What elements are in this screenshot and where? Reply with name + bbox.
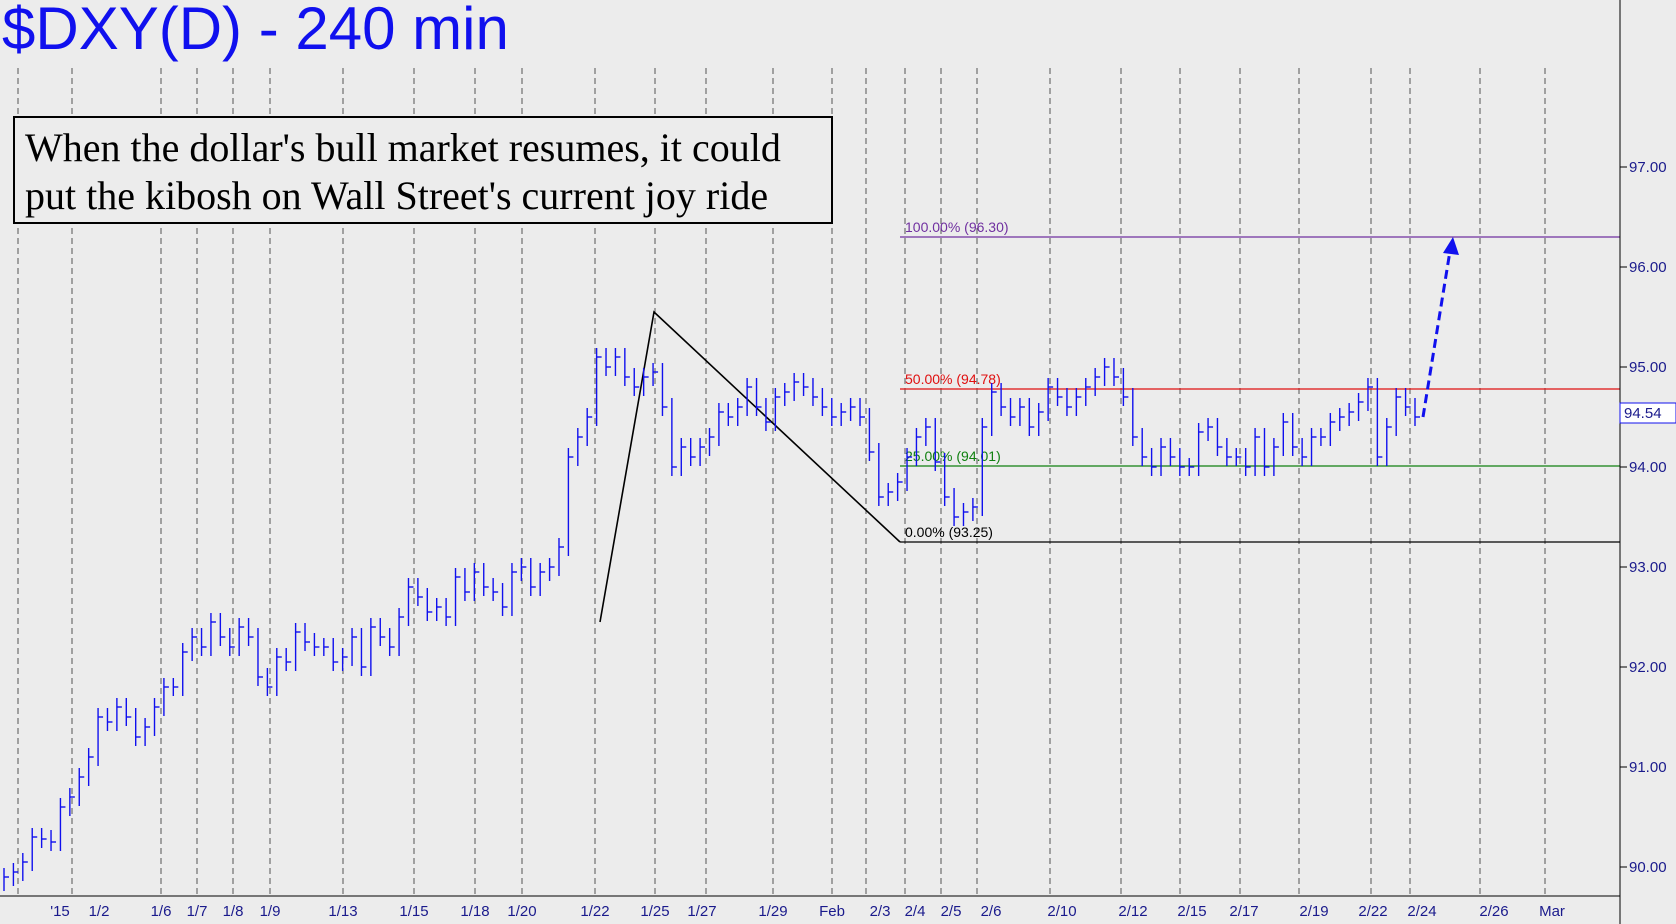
fib-label: 0.00% (93.25) <box>905 524 993 540</box>
x-tick-label: 2/4 <box>905 903 926 920</box>
abc-pattern-line <box>599 310 901 623</box>
annotation-text: When the dollar's bull market resumes, i… <box>25 125 781 218</box>
y-tick-label: 92.00 <box>1629 659 1667 676</box>
x-tick-label: Feb <box>819 903 845 920</box>
x-tick-label: 2/17 <box>1229 903 1258 920</box>
x-tick-label: 1/20 <box>507 903 536 920</box>
x-tick-label: 1/25 <box>640 903 669 920</box>
y-tick-label: 93.00 <box>1629 559 1667 576</box>
grid-lines <box>17 68 1546 896</box>
last-price-box <box>1619 402 1676 424</box>
fib-label: 50.00% (94.78) <box>905 371 1001 387</box>
x-tick-label: 2/6 <box>981 903 1002 920</box>
y-tick-label: 91.00 <box>1629 759 1667 776</box>
projection-line <box>1421 250 1452 418</box>
price-bars <box>3 348 1420 891</box>
x-tick-label: 1/6 <box>151 903 172 920</box>
x-tick-label: 1/22 <box>580 903 609 920</box>
x-tick-label: 1/29 <box>758 903 787 920</box>
fib-levels: 100.00% (96.30) 50.00% (94.78) 25.00% (94.… <box>900 219 1620 543</box>
annotation-box: When the dollar's bull market resumes, i… <box>13 116 833 224</box>
x-tick-label: 2/5 <box>941 903 962 920</box>
x-axis-ticks: '15 1/2 1/6 1/7 1/8 1/9 1/13 1/15 1/18 1/20 1/22 1/… <box>50 903 1565 920</box>
y-tick-label: 97.00 <box>1629 159 1667 176</box>
chart-title: $DXY(D) - 240 min <box>2 0 509 62</box>
x-tick-label: 2/24 <box>1407 903 1436 920</box>
y-tick-label: 96.00 <box>1629 259 1667 276</box>
projection-arrowhead <box>1443 237 1459 255</box>
last-price-tag: 94.54 <box>1619 402 1676 424</box>
x-tick-label: Mar <box>1539 903 1565 920</box>
y-axis-ticks: 90.00 91.00 92.00 93.00 94.00 95.00 96.00 97.00 <box>1620 159 1667 876</box>
x-tick-label: 1/7 <box>187 903 208 920</box>
x-tick-label: 1/13 <box>328 903 357 920</box>
fib-label: 25.00% (94.01) <box>905 448 1001 464</box>
x-tick-label: '15 <box>50 903 70 920</box>
pattern-lines <box>599 310 901 623</box>
x-tick-label: 2/22 <box>1358 903 1387 920</box>
x-tick-label: 1/8 <box>223 903 244 920</box>
last-price-label: 94.54 <box>1624 405 1662 422</box>
x-tick-label: 1/2 <box>89 903 110 920</box>
x-tick-label: 1/27 <box>687 903 716 920</box>
y-tick-label: 94.00 <box>1629 459 1667 476</box>
x-tick-label: 2/10 <box>1047 903 1076 920</box>
x-tick-label: 2/3 <box>870 903 891 920</box>
x-tick-label: 2/12 <box>1118 903 1147 920</box>
x-tick-label: 1/9 <box>260 903 281 920</box>
x-tick-label: 1/15 <box>399 903 428 920</box>
x-tick-label: 1/18 <box>460 903 489 920</box>
y-tick-label: 90.00 <box>1629 859 1667 876</box>
y-tick-label: 95.00 <box>1629 359 1667 376</box>
fib-label: 100.00% (96.30) <box>905 219 1009 235</box>
x-tick-label: 2/19 <box>1299 903 1328 920</box>
projection-arrow <box>1421 237 1459 418</box>
x-tick-label: 2/26 <box>1479 903 1508 920</box>
x-tick-label: 2/15 <box>1177 903 1206 920</box>
